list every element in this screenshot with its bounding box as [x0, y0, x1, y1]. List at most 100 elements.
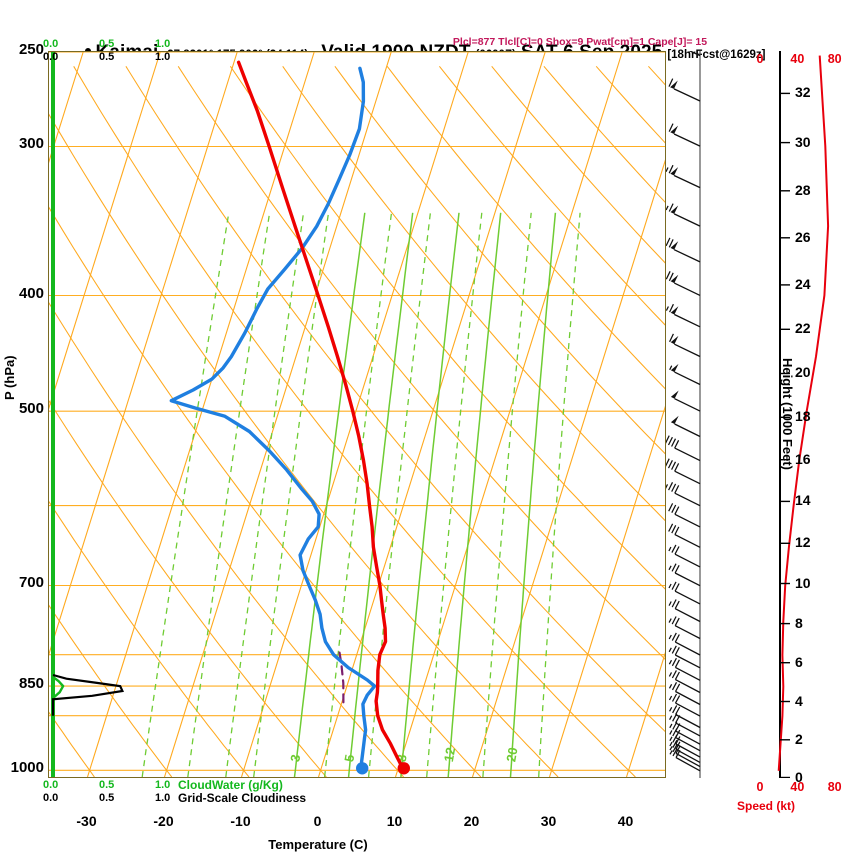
- speed-tick-label: 80: [827, 780, 842, 794]
- gridscale-tick-label: 0.0: [43, 792, 59, 804]
- cloudwater-legend-label: CloudWater (g/Kg): [178, 778, 283, 792]
- cloudwater-tick-label: 0.5: [99, 38, 115, 50]
- height-tick-label: 10: [795, 574, 811, 591]
- wind-barb: [669, 363, 701, 386]
- wind-barbs-and-speed-trace: [661, 33, 830, 779]
- mixing-ratio-lines-group: [141, 212, 581, 777]
- speed-tick-label: 0: [756, 52, 764, 66]
- speed-tick-label: 40: [790, 52, 805, 66]
- parcel-trace: [337, 647, 345, 704]
- skewt-plot-area: 3 5 8 12 20: [48, 51, 666, 778]
- wind-barb: [665, 237, 701, 263]
- gridscale-scale-top: 0.0 0.5 1.0: [43, 51, 178, 63]
- wind-barb: [668, 645, 701, 669]
- temperature-tick-label: 10: [386, 813, 403, 829]
- wind-barb: [661, 435, 701, 462]
- figure-header: Kaimai -37.8201°,175.906° (24,114) Valid…: [0, 6, 850, 63]
- speed-axis-title: Speed (kt): [736, 799, 796, 813]
- speed-tick-label: 80: [827, 52, 842, 66]
- wind-barb: [669, 744, 701, 768]
- temperature-axis-title: Temperature (C): [268, 837, 368, 852]
- wind-barb: [664, 458, 701, 485]
- wind-barb: [668, 632, 701, 656]
- wind-barb: [665, 303, 701, 328]
- wind-barb: [668, 682, 701, 706]
- pressure-tick-label: 700: [18, 574, 44, 592]
- temperature-tick-label: 0: [313, 813, 322, 829]
- dewpoint-trace: [169, 66, 377, 772]
- mixing-ratio-labels-group: 3 5 8 12 20: [287, 746, 520, 763]
- svg-text:20: 20: [503, 746, 520, 763]
- height-tick-label: 2: [795, 730, 803, 747]
- svg-text:5: 5: [341, 753, 357, 763]
- height-tick-label: 32: [795, 84, 811, 101]
- wind-barb: [665, 164, 701, 189]
- wind-barb: [670, 415, 701, 438]
- wind-barb: [668, 563, 701, 587]
- wind-barb: [665, 33, 701, 57]
- wind-barb: [668, 599, 701, 623]
- height-tick-label: 16: [795, 450, 811, 467]
- cloudwater-tick-label: 1.0: [155, 38, 171, 50]
- height-tick-label: 14: [795, 492, 811, 509]
- pressure-tick-label: 250: [18, 41, 44, 58]
- surface-markers-group: [356, 762, 410, 775]
- gridscale-legend-label: Grid-Scale Cloudiness: [178, 791, 307, 805]
- cloudwater-scale-top: 0.0 0.5 1.0: [43, 38, 178, 50]
- wind-barb: [668, 544, 701, 568]
- wind-barb: [668, 523, 701, 548]
- gridscale-tick-label: 0.5: [99, 51, 115, 63]
- height-tick-label: 24: [795, 275, 811, 292]
- pressure-tick-label: 500: [18, 400, 44, 418]
- height-tick-label: 6: [795, 653, 803, 670]
- cloudwater-tick-label: 0.5: [99, 779, 115, 791]
- height-tick-label: 22: [795, 320, 811, 337]
- gridscale-tick-label: 1.0: [155, 792, 171, 804]
- height-tick-label: 8: [795, 614, 803, 631]
- pressure-tick-label: 850: [18, 675, 44, 693]
- wind-barb: [665, 271, 701, 296]
- temperature-trace: [236, 60, 406, 772]
- speed-profile-trace: [777, 55, 830, 771]
- temperature-tick-label: -30: [76, 813, 97, 829]
- temperature-tick-label: 40: [617, 813, 634, 829]
- temperature-tick-label: -10: [230, 813, 251, 829]
- pressure-tick-label: 1000: [10, 759, 44, 777]
- wind-barb: [668, 581, 701, 605]
- cloudwater-tick-label: 1.0: [155, 779, 171, 791]
- height-tick-label: 12: [795, 534, 811, 551]
- skewt-grid-and-traces: 3 5 8 12 20: [49, 52, 665, 777]
- stability-indices: Plcl=877 Tlcl[C]=0 Shox=9 Pwat[cm]=1 Cap…: [452, 36, 708, 48]
- isobar-lines-group: [49, 52, 665, 771]
- temperature-tick-label: 30: [540, 813, 557, 829]
- height-tick-label: 20: [795, 364, 811, 381]
- height-axis-ticks: [780, 92, 790, 779]
- wind-barb: [668, 616, 701, 640]
- speed-tick-label: 0: [756, 780, 764, 794]
- wind-barb: [669, 748, 701, 772]
- height-tick-label: 30: [795, 133, 811, 150]
- cloud-profiles-group: [51, 52, 124, 777]
- wind-barb: [669, 333, 701, 358]
- temperature-tick-label: -20: [153, 813, 174, 829]
- wind-barbs-group: [661, 33, 701, 772]
- gridscale-scale-bottom: 0.0 0.5 1.0 Grid-Scale Cloudiness: [43, 791, 348, 805]
- height-tick-label: 26: [795, 228, 811, 245]
- wind-barb: [669, 728, 701, 752]
- height-tick-label: 28: [795, 181, 811, 198]
- wind-barb: [668, 670, 701, 694]
- height-tick-label: 0: [795, 768, 803, 785]
- pressure-tick-label: 300: [18, 135, 44, 153]
- svg-text:8: 8: [394, 753, 410, 763]
- speed-tick-label: 40: [790, 780, 805, 794]
- wind-barb: [668, 693, 701, 717]
- pressure-axis-title: P (hPa): [2, 355, 17, 400]
- cloudwater-tick-label: 0.0: [43, 38, 59, 50]
- temperature-tick-label: 20: [463, 813, 480, 829]
- pressure-tick-label: 400: [18, 284, 44, 302]
- height-tick-label: 4: [795, 692, 803, 709]
- wind-barb: [668, 503, 701, 528]
- height-axis-title: Height (1000 Feet): [780, 358, 795, 470]
- svg-text:12: 12: [441, 746, 458, 763]
